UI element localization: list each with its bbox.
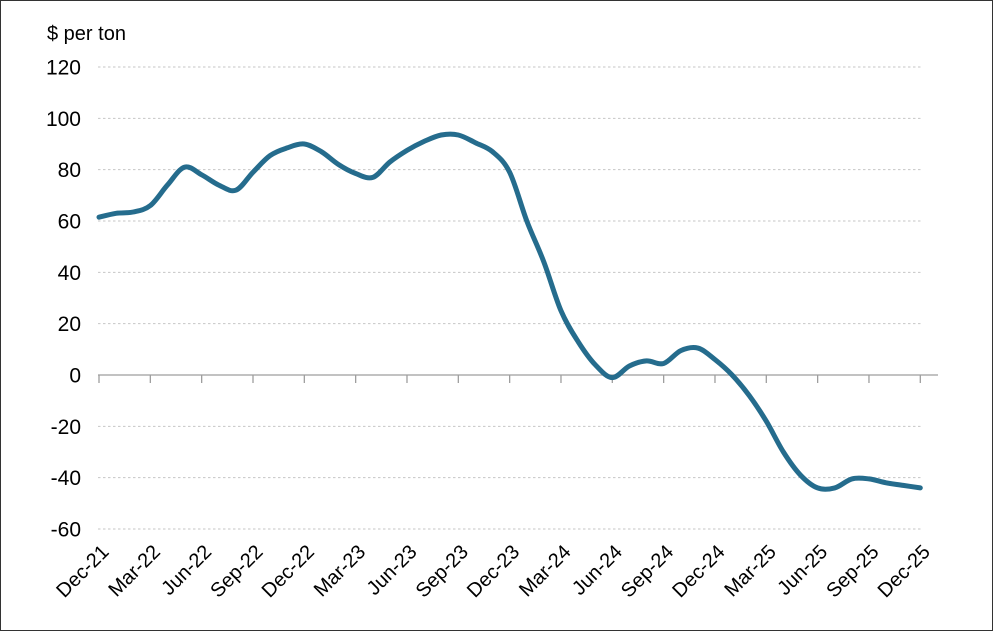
y-tick-label: 0 [69,365,81,388]
y-tick-label: 60 [58,211,81,234]
y-tick-label: -20 [51,416,81,439]
x-tick-label: Mar-25 [720,541,780,601]
y-axis-labels: 120 100 80 60 40 20 0 -20 -40 -60 [46,57,81,542]
y-tick-label: 80 [58,159,81,182]
y-tick-label: 120 [46,57,81,80]
price-series-line [96,131,923,492]
x-tick-label: Dec-24 [668,541,729,602]
x-tick-label: Mar-23 [310,541,370,601]
x-tick-label: Sep-23 [412,541,473,602]
y-tick-label: 40 [58,262,81,285]
x-tick-label: Mar-24 [515,541,575,601]
x-tick-label: Jun-23 [363,541,422,600]
x-axis [98,374,938,383]
x-axis-labels: Dec-21Mar-22Jun-22Sep-22Dec-22Mar-23Jun-… [52,541,934,602]
gridlines [98,66,921,530]
x-tick-label: Sep-22 [206,541,267,602]
x-tick-label: Dec-23 [463,541,524,602]
x-tick-label: Dec-21 [52,541,113,602]
x-tick-label: Jun-25 [773,541,832,600]
x-tick-label: Jun-24 [568,541,627,600]
y-tick-label: 100 [46,108,81,131]
x-tick-label: Sep-25 [822,541,883,602]
y-tick-label: -40 [51,467,81,490]
y-tick-label: -60 [51,518,81,541]
x-tick-label: Sep-24 [617,541,678,602]
y-axis-unit-label: $ per ton [47,23,126,45]
x-tick-label: Jun-22 [157,541,216,600]
y-tick-label: 20 [58,313,81,336]
x-tick-label: Mar-22 [105,541,165,601]
x-tick-label: Dec-25 [874,541,935,602]
x-tick-label: Dec-22 [258,541,319,602]
